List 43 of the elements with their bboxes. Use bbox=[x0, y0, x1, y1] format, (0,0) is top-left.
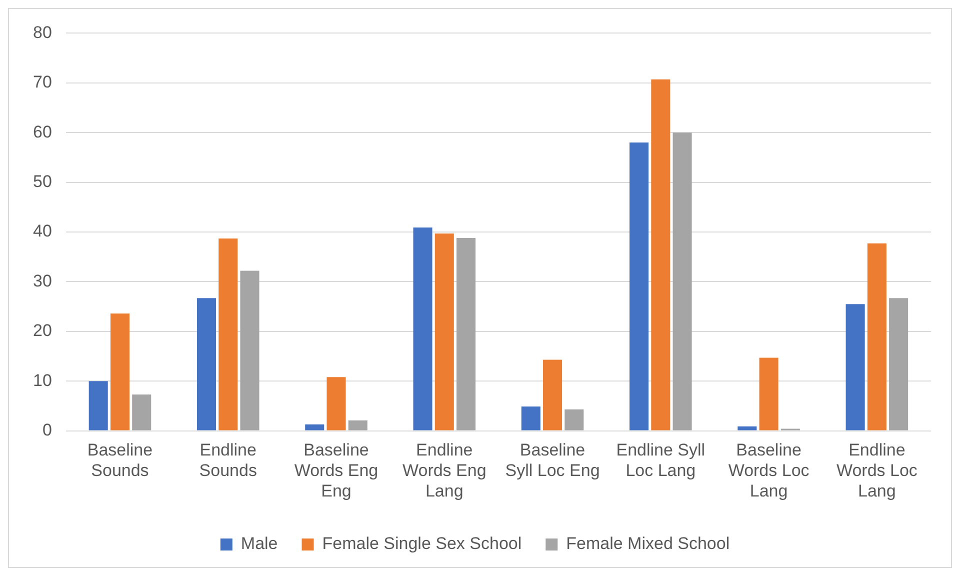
bar bbox=[305, 424, 324, 430]
bar bbox=[456, 238, 476, 430]
legend-label: Female Mixed School bbox=[566, 534, 730, 554]
bar bbox=[196, 298, 216, 430]
bar bbox=[413, 228, 432, 430]
y-tick-label: 10 bbox=[32, 370, 52, 390]
bar bbox=[759, 358, 778, 430]
bar bbox=[88, 381, 108, 430]
y-tick-label: 20 bbox=[32, 321, 52, 340]
bar bbox=[867, 243, 886, 430]
y-tick-label: 80 bbox=[32, 22, 52, 42]
bar bbox=[434, 233, 454, 430]
legend-label: Female Single Sex School bbox=[322, 534, 522, 554]
x-tick-label: Endline Words Loc Lang bbox=[836, 440, 918, 500]
legend-label: Male bbox=[240, 534, 278, 554]
x-tick-label: Baseline Words Eng Eng bbox=[294, 440, 378, 500]
x-tick-label: Endline Syll Loc Lang bbox=[616, 440, 706, 480]
bar bbox=[240, 270, 260, 430]
bar bbox=[521, 406, 540, 430]
x-tick-label: Endline Sounds bbox=[199, 440, 257, 480]
bar bbox=[564, 409, 584, 430]
bar bbox=[543, 360, 562, 430]
bar bbox=[348, 420, 368, 430]
y-tick-label: 60 bbox=[32, 122, 52, 142]
y-tick-label: 50 bbox=[32, 172, 52, 191]
x-tick-label: Endline Words Eng Lang bbox=[402, 440, 486, 500]
bar bbox=[132, 394, 152, 430]
bar bbox=[738, 426, 757, 430]
y-tick-label: 40 bbox=[32, 222, 52, 241]
bar bbox=[218, 238, 238, 430]
x-tick-label: Baseline Syll Loc Eng bbox=[505, 440, 600, 480]
y-tick-label: 30 bbox=[32, 271, 52, 290]
x-tick-label: Baseline Words Loc Lang bbox=[728, 440, 810, 500]
bar bbox=[651, 79, 670, 430]
bar bbox=[630, 142, 649, 430]
bar bbox=[846, 304, 865, 430]
y-tick-label: 70 bbox=[32, 72, 52, 92]
y-tick-label: 0 bbox=[42, 420, 52, 440]
x-tick-label: Baseline Sounds bbox=[87, 440, 153, 480]
bar bbox=[326, 377, 346, 430]
bar bbox=[672, 132, 692, 430]
bar bbox=[889, 298, 908, 430]
bar bbox=[110, 314, 130, 430]
